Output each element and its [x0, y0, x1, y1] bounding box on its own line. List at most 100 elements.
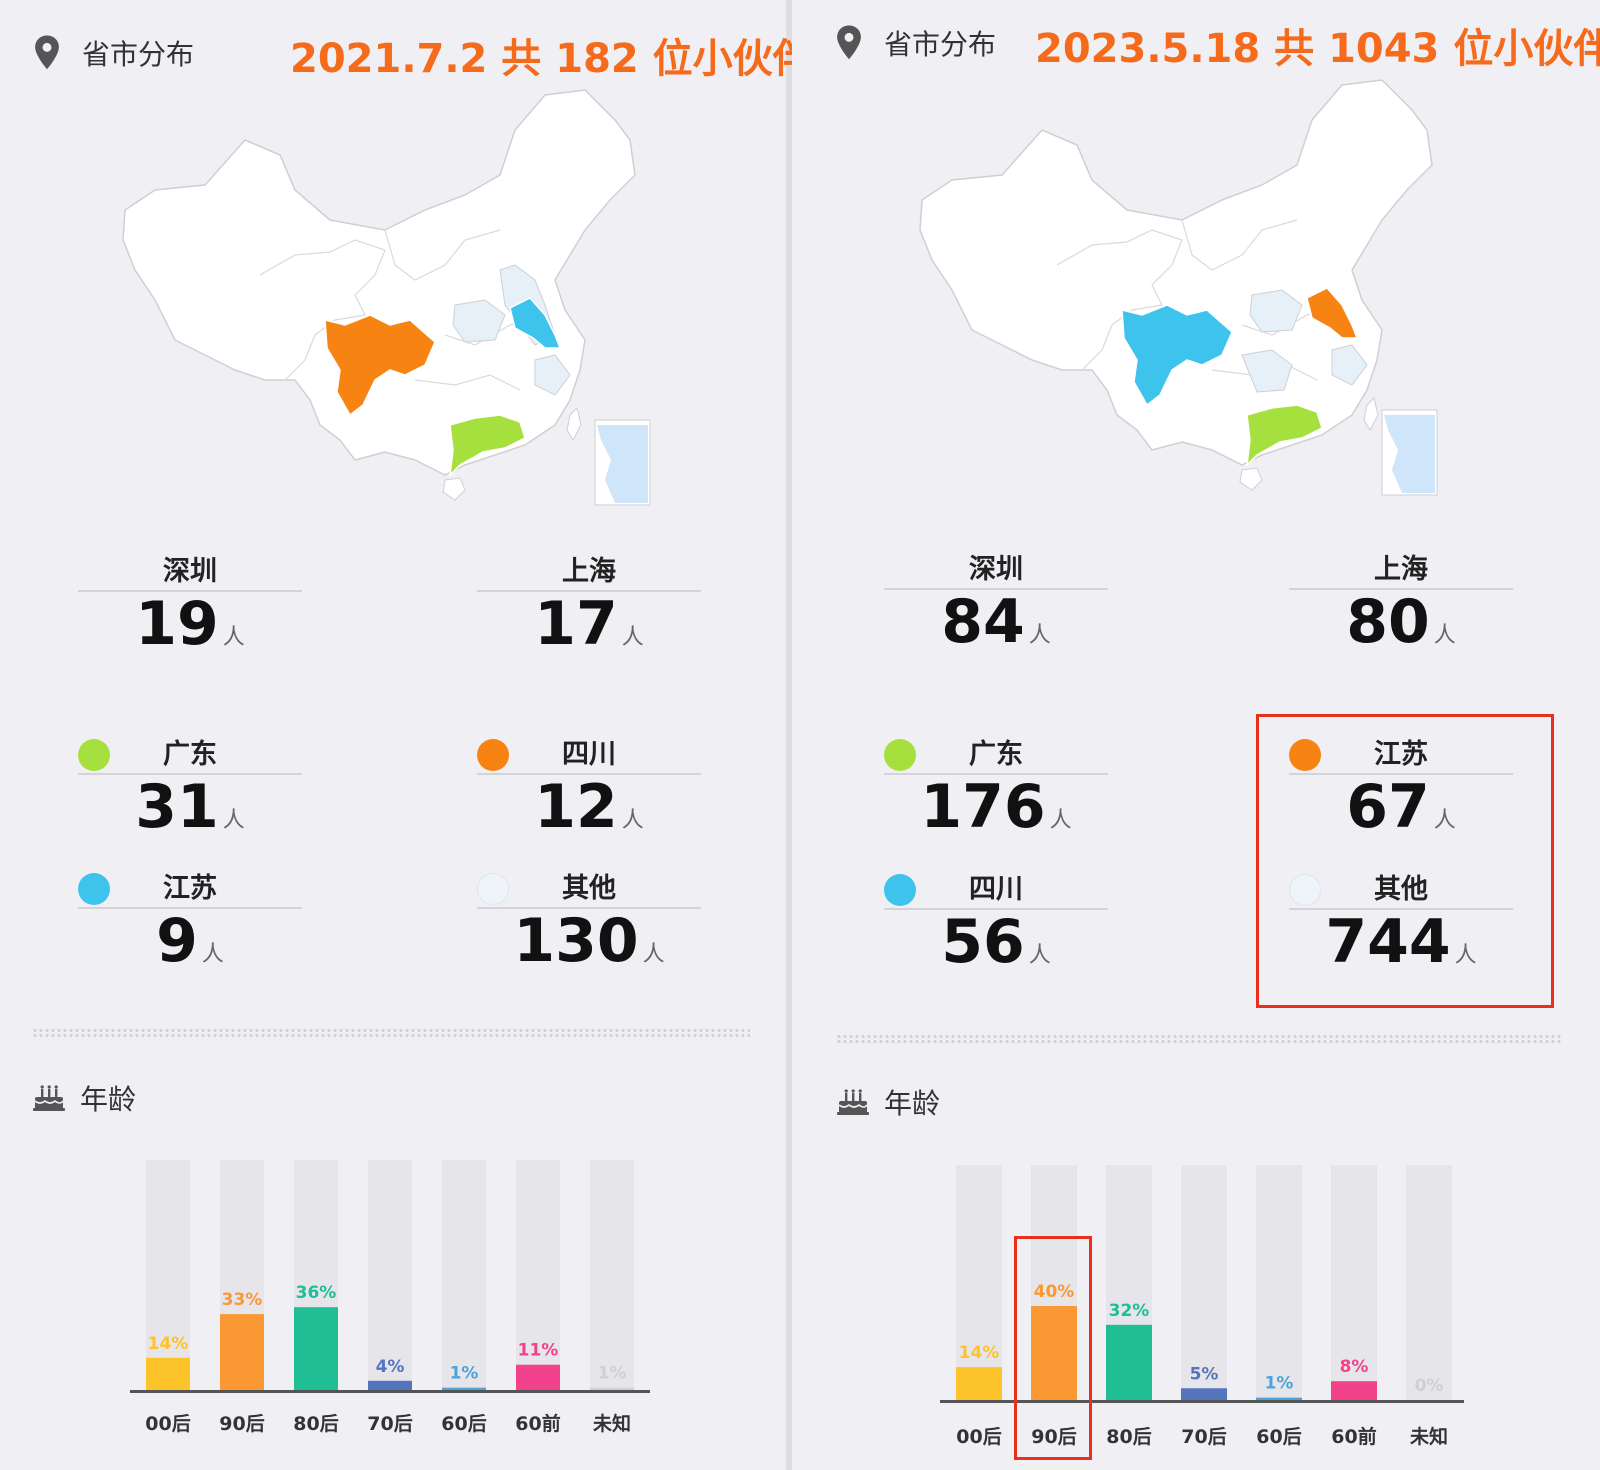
data-label: 0% — [1415, 1376, 1444, 1396]
data-label: 14% — [148, 1334, 189, 1354]
legend-dot — [78, 739, 110, 771]
snapshot-title: 2023.5.18 共 1043 位小伙伴 — [1035, 26, 1600, 72]
map-taiwan — [566, 407, 582, 442]
province-count: 9 — [156, 906, 198, 976]
category-label: 80后 — [293, 1413, 338, 1435]
data-label: 5% — [1190, 1364, 1219, 1384]
bar-00后 — [146, 1357, 190, 1390]
bar-60前 — [516, 1364, 560, 1390]
bar-80后 — [294, 1307, 338, 1390]
province-count: 12 — [534, 772, 618, 842]
china-mainland — [122, 89, 636, 476]
bar-90后 — [1031, 1306, 1077, 1400]
city-name: 上海 — [1289, 550, 1513, 590]
x-axis-baseline — [940, 1400, 1464, 1403]
province-name: 四川 — [969, 874, 1023, 905]
category-label: 80后 — [1106, 1426, 1151, 1448]
map-sichuan — [1121, 304, 1233, 407]
south-sea-water — [597, 425, 648, 503]
province-name: 其他 — [1374, 874, 1428, 905]
map-zhejiang — [1331, 344, 1368, 386]
bar-track — [956, 1165, 1002, 1400]
legend-dot — [78, 873, 110, 905]
category-label: 70后 — [367, 1413, 412, 1435]
bar-track — [146, 1160, 190, 1390]
province-name: 四川 — [562, 739, 616, 770]
region-section-header: 省市分布 — [834, 18, 996, 68]
province-name: 江苏 — [1374, 739, 1428, 770]
map-guangdong — [448, 414, 526, 478]
age-label: 年龄 — [80, 1083, 137, 1116]
age-section-header: 年龄 — [836, 1082, 940, 1122]
province-count: 744 — [1325, 907, 1451, 977]
province-name: 江苏 — [163, 873, 217, 904]
stat-top-city-2: 上海 17 人 — [477, 552, 701, 671]
stat-province-2: 四川 12 人 — [477, 735, 701, 854]
legend-dot — [477, 873, 509, 905]
bar-70后 — [368, 1380, 412, 1390]
map-zhejiang — [534, 354, 571, 396]
legend-dot — [477, 739, 509, 771]
china-province-map — [122, 89, 651, 506]
bar-70后 — [1181, 1388, 1227, 1400]
stat-province-4: 其他 744 人 — [1289, 870, 1513, 989]
bar-track — [1181, 1165, 1227, 1400]
category-label: 未知 — [592, 1412, 631, 1435]
province-name: 其他 — [562, 873, 616, 904]
data-label: 33% — [222, 1290, 263, 1310]
stat-top-city-2: 上海 80 人 — [1289, 550, 1513, 669]
map-jiangsu — [509, 297, 562, 349]
data-label: 4% — [376, 1357, 405, 1377]
map-guangdong — [1245, 404, 1323, 468]
province-name: 广东 — [969, 739, 1023, 770]
legend-dot — [1289, 874, 1321, 906]
data-label: 32% — [1109, 1301, 1150, 1321]
stat-top-city-1: 深圳 84 人 — [884, 550, 1108, 669]
birthday-cake-icon — [33, 1085, 65, 1111]
stat-province-3: 四川 56 人 — [884, 870, 1108, 989]
city-name: 深圳 — [78, 552, 302, 592]
bar-80后 — [1106, 1324, 1152, 1400]
location-pin-icon — [35, 35, 59, 70]
city-name: 上海 — [477, 552, 701, 592]
city-name: 深圳 — [884, 550, 1108, 590]
stat-province-1: 广东 31 人 — [78, 735, 302, 854]
city-count: 17 — [534, 589, 618, 659]
unit-label: 人 — [1433, 623, 1456, 648]
data-label: 14% — [959, 1343, 1000, 1363]
legend-dot — [884, 739, 916, 771]
bar-track — [590, 1160, 634, 1390]
category-label: 60前 — [515, 1412, 560, 1435]
bar-60前 — [1331, 1381, 1377, 1400]
section-label: 省市分布 — [82, 38, 195, 71]
unit-label: 人 — [642, 942, 665, 967]
data-label: 11% — [518, 1341, 559, 1361]
category-label: 60前 — [1331, 1425, 1376, 1448]
south-sea-water — [1384, 415, 1435, 493]
unit-label: 人 — [1028, 623, 1051, 648]
city-count: 84 — [941, 587, 1025, 657]
data-label: 1% — [598, 1364, 627, 1384]
bar-未知 — [590, 1387, 634, 1390]
china-mainland — [919, 79, 1433, 466]
bar-track — [516, 1160, 560, 1390]
section-label: 省市分布 — [884, 28, 997, 61]
data-label: 8% — [1340, 1357, 1369, 1377]
unit-label: 人 — [1454, 943, 1477, 968]
x-axis-baseline — [130, 1390, 650, 1393]
map-hainan — [442, 477, 466, 501]
bar-track — [1256, 1165, 1302, 1400]
bar-60后 — [1256, 1397, 1302, 1400]
map-hainan — [1239, 467, 1263, 491]
map-henan — [1249, 289, 1303, 333]
province-count: 56 — [941, 907, 1025, 977]
legend-dot — [1289, 739, 1321, 771]
category-label: 未知 — [1409, 1425, 1448, 1448]
bar-track — [1331, 1165, 1377, 1400]
data-label: 36% — [296, 1283, 337, 1303]
china-province-map — [919, 79, 1438, 496]
data-label: 1% — [450, 1364, 479, 1384]
map-sichuan — [324, 314, 436, 417]
age-bar-chart: 14% 00后 33% 90后 36% 80后 4% 70后 1% 60后 11% 60前 1% 未知 — [130, 1160, 650, 1435]
